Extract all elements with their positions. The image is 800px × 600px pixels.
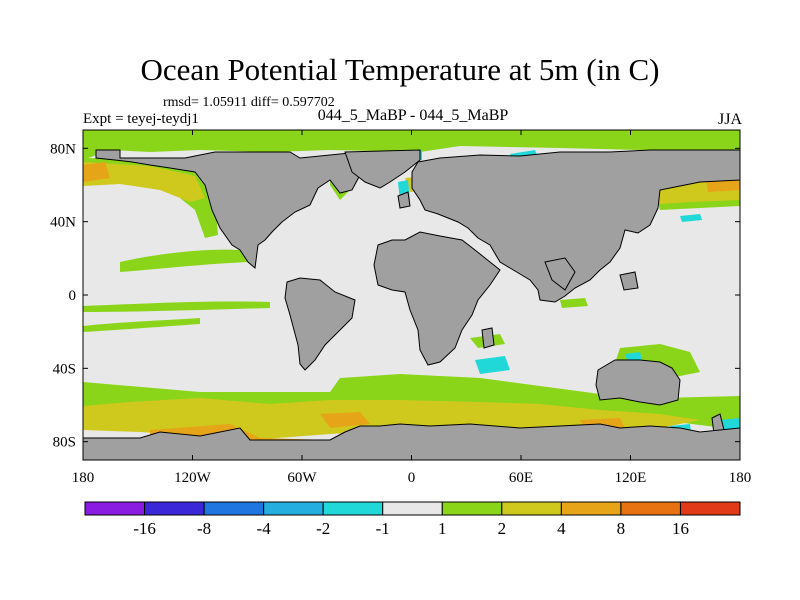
colorbar-swatch [560, 501, 622, 516]
landmass-east-asia-islands [619, 271, 639, 291]
landmass-greenland [344, 149, 421, 189]
season-label: JJA [717, 111, 742, 128]
landmass-antarctica [83, 423, 740, 460]
x-tick-label: 120E [615, 470, 647, 486]
colorbar-swatch [382, 501, 443, 516]
y-axis: 80N 40N 0 40S 80S [50, 141, 740, 451]
y-tick-label: 40S [53, 361, 76, 377]
colorbar-label: -4 [257, 519, 272, 538]
colorbar-swatch [679, 501, 741, 516]
landmass-africa [373, 231, 501, 366]
colorbar-label: 16 [672, 519, 689, 538]
colorbar-swatch [441, 501, 503, 516]
landmass-india [544, 257, 576, 291]
landmass-australia [595, 359, 681, 406]
colorbar-label: -1 [376, 519, 390, 538]
colorbar-label: -16 [133, 519, 156, 538]
y-tick-label: 0 [69, 288, 77, 304]
colorbar-swatch [263, 501, 324, 516]
experiment-label: Expt = teyej-teydj1 [83, 111, 199, 127]
colorbar-swatch [144, 501, 205, 516]
landmass-south-america [284, 277, 356, 371]
colorbar-label: 4 [557, 519, 566, 538]
landmass-madagascar [481, 327, 495, 349]
colorbar: -16 -8 -4 -2 -1 1 2 4 8 16 [84, 501, 741, 538]
x-tick-label: 180 [729, 470, 752, 486]
landmass-british-isles [397, 191, 411, 209]
colorbar-label: -2 [316, 519, 330, 538]
map-plot-area [83, 130, 740, 460]
stats-line: rmsd= 1.05911 diff= 0.597702 [163, 95, 335, 110]
colorbar-swatch [620, 501, 681, 516]
y-tick-label: 80N [50, 141, 76, 157]
colorbar-swatch [84, 501, 146, 516]
x-tick-label: 180 [72, 470, 95, 486]
x-tick-label: 0 [408, 470, 416, 486]
colorbar-label: -8 [197, 519, 211, 538]
colorbar-label: 1 [438, 519, 447, 538]
map-title: Ocean Potential Temperature at 5m (in C) [140, 52, 660, 87]
colorbar-swatch [322, 501, 384, 516]
colorbar-label: 2 [498, 519, 507, 538]
y-tick-label: 40N [50, 215, 76, 231]
colorbar-label: 8 [617, 519, 626, 538]
x-tick-label: 60E [509, 470, 533, 486]
colorbar-swatch [501, 501, 562, 516]
landmass-north-america [95, 149, 406, 269]
y-tick-label: 80S [53, 435, 76, 451]
land-masses [83, 149, 740, 460]
x-tick-label: 120W [174, 470, 212, 486]
landmass-eurasia [411, 149, 740, 303]
x-tick-label: 60W [287, 470, 317, 486]
x-axis: 180 120W 60W 0 60E 120E 180 [72, 130, 752, 486]
colorbar-swatch [203, 501, 265, 516]
case-label: 044_5_MaBP - 044_5_MaBP [317, 107, 509, 124]
